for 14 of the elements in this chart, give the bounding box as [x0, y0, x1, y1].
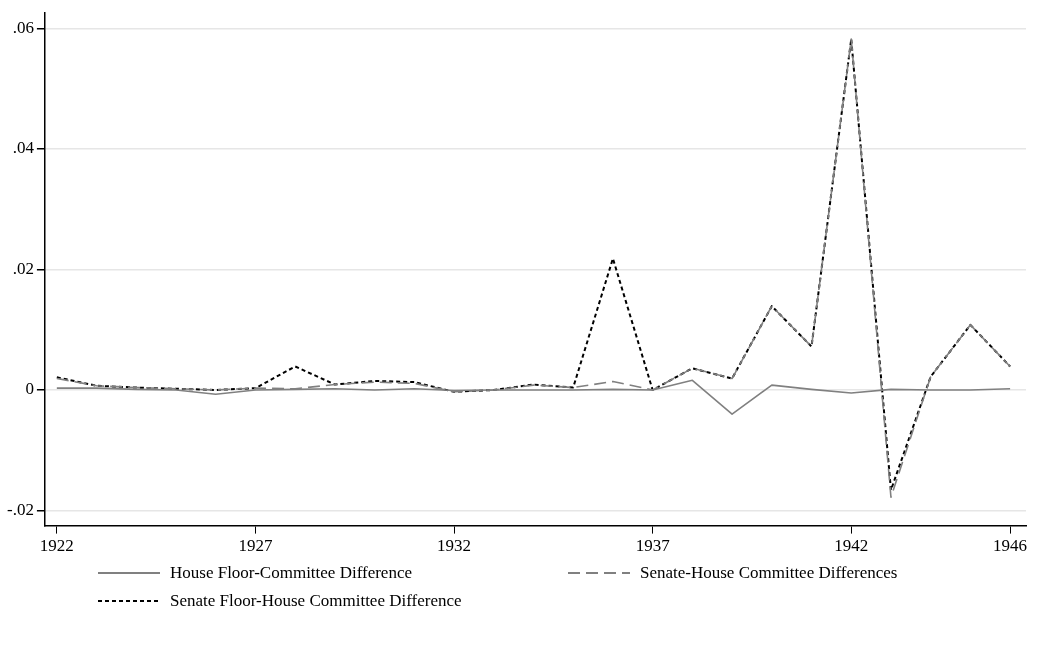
x-tick-label: 1932	[437, 536, 472, 556]
x-tick-label: 1942	[834, 536, 869, 556]
y-tick-label: -.02	[6, 500, 34, 519]
y-tick-label: .04	[12, 138, 35, 158]
x-tick-label: 1927	[238, 536, 273, 556]
y-tick-label: .02	[12, 258, 34, 278]
legend-label: House Floor-Committee Difference	[170, 563, 413, 583]
x-tick-label: 1937	[635, 536, 671, 556]
legend-label: Senate-House Committee Differences	[640, 563, 898, 583]
x-tick-label: 1946	[993, 536, 1028, 556]
y-tick-label: 0	[25, 379, 34, 399]
legend-label: Senate Floor-House Committee Difference	[170, 591, 462, 611]
x-tick-label: 1922	[39, 536, 74, 556]
y-tick-label: .06	[12, 17, 34, 37]
